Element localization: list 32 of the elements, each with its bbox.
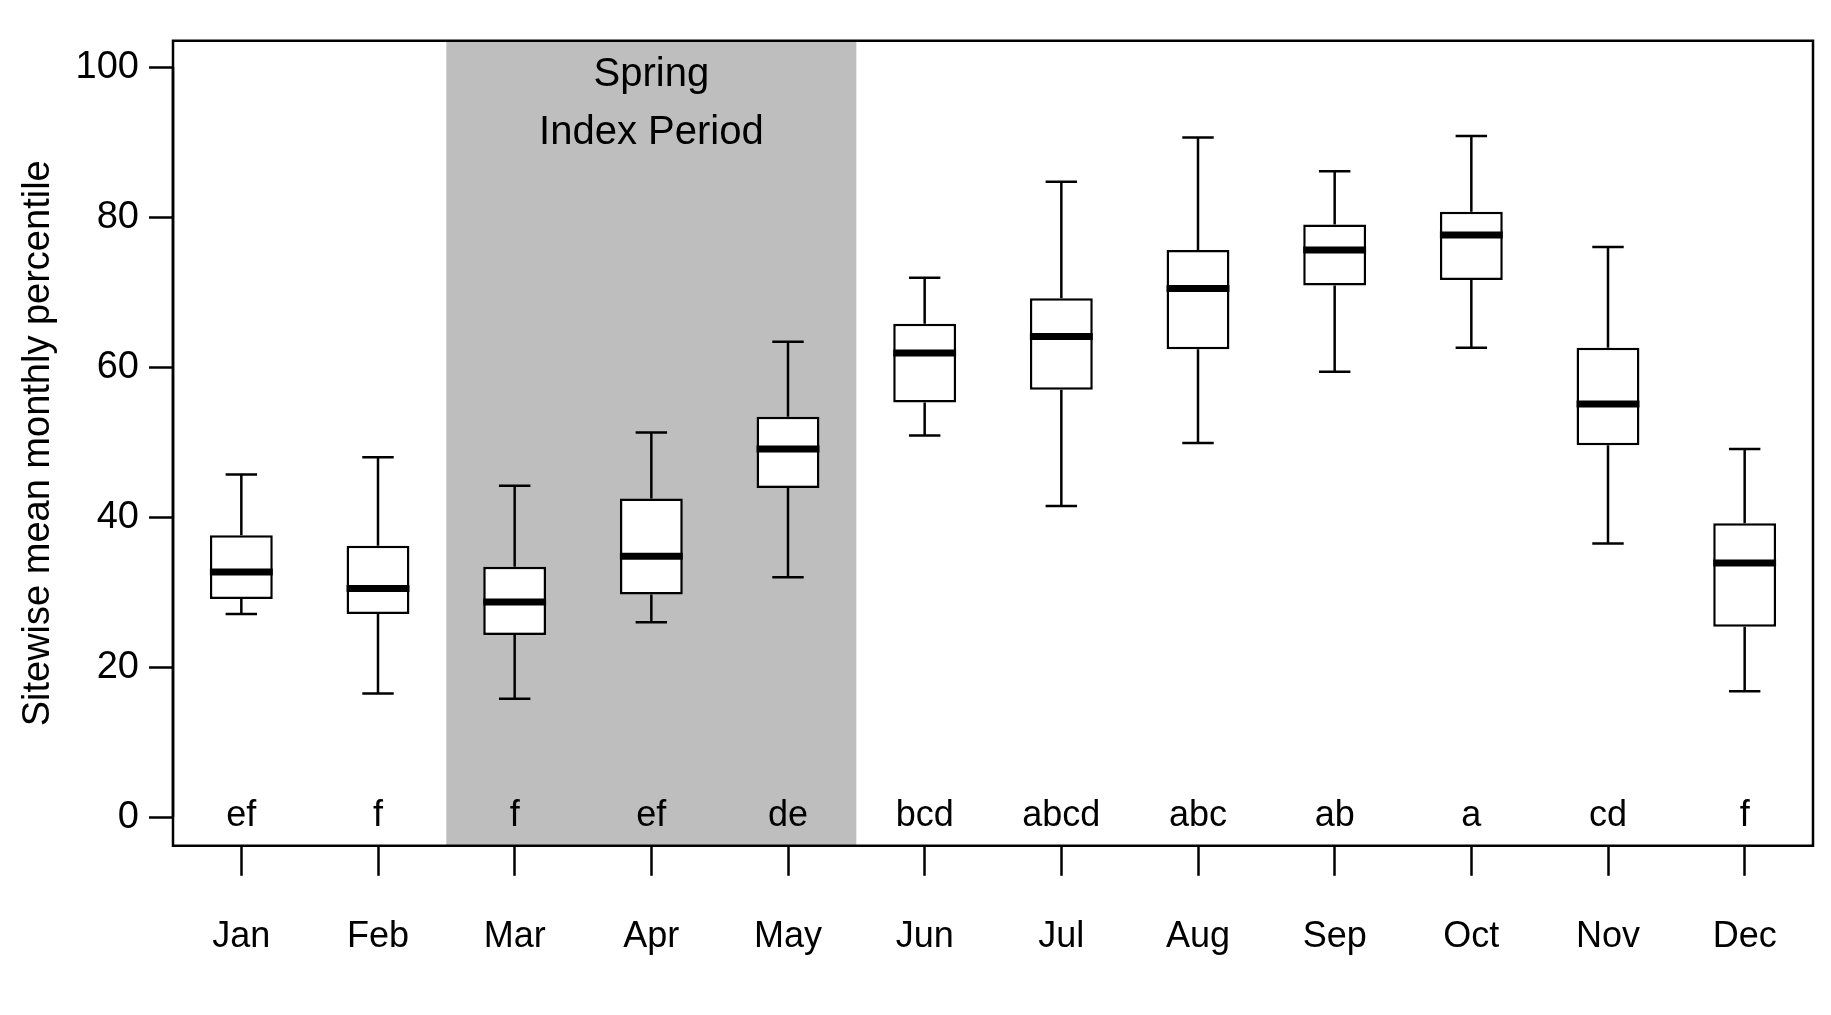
- x-tick-label: Dec: [1712, 914, 1777, 956]
- annotation: f: [1739, 792, 1751, 834]
- annotation: abc: [1168, 792, 1228, 834]
- x-tick-label: Apr: [623, 914, 680, 956]
- annotation: ab: [1314, 792, 1355, 834]
- x-tick-label: Nov: [1575, 914, 1641, 956]
- x-tick-label: Aug: [1165, 914, 1231, 956]
- annotation: f: [372, 792, 384, 834]
- annotation: ef: [636, 792, 668, 834]
- band-label: Spring Index Period: [539, 49, 764, 152]
- x-tick-label: Jun: [895, 914, 954, 956]
- annotation: f: [509, 792, 521, 834]
- x-tick-label: Jul: [1038, 914, 1085, 956]
- annotation: a: [1461, 792, 1483, 834]
- y-axis-title: Sitewise mean monthly percentile: [15, 160, 58, 727]
- annotation: bcd: [895, 792, 954, 834]
- y-tick-label: 60: [96, 343, 139, 386]
- annotation: abcd: [1022, 792, 1101, 834]
- y-tick-label: 20: [96, 643, 139, 686]
- x-tick-label: Jan: [212, 914, 271, 956]
- annotation: cd: [1588, 792, 1628, 834]
- annotation: de: [767, 792, 809, 834]
- y-tick-label: 0: [117, 793, 139, 836]
- y-tick-label: 40: [96, 493, 139, 536]
- y-tick-label: 100: [75, 43, 139, 86]
- x-tick-label: Mar: [483, 914, 546, 956]
- x-tick-label: Feb: [346, 914, 410, 956]
- x-tick-label: Sep: [1302, 914, 1367, 956]
- annotation: ef: [226, 792, 258, 834]
- x-tick-label: May: [753, 914, 823, 956]
- y-tick-label: 80: [96, 193, 139, 236]
- x-tick-label: Oct: [1443, 914, 1500, 956]
